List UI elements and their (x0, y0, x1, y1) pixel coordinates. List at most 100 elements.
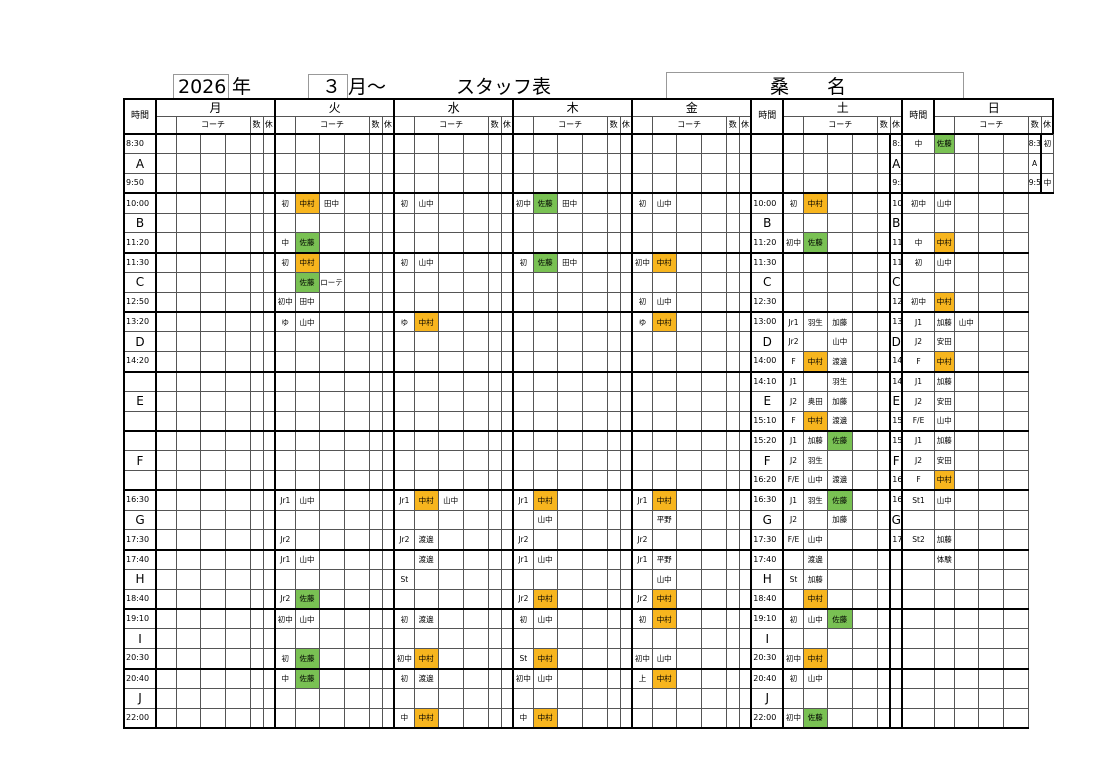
schedule-cell[interactable] (876, 212, 891, 234)
schedule-cell[interactable] (606, 212, 621, 234)
schedule-cell[interactable] (738, 588, 752, 611)
schedule-cell[interactable] (500, 569, 514, 590)
schedule-cell[interactable] (953, 192, 979, 214)
schedule-cell[interactable] (619, 272, 633, 293)
schedule-cell[interactable] (500, 311, 514, 333)
schedule-cell[interactable] (437, 410, 464, 432)
schedule-cell[interactable] (953, 588, 979, 611)
schedule-cell[interactable] (368, 608, 383, 630)
schedule-cell[interactable]: 山中 (802, 608, 828, 630)
schedule-cell[interactable] (725, 212, 740, 234)
schedule-cell[interactable]: 中村 (532, 588, 558, 611)
schedule-cell[interactable] (368, 529, 383, 551)
schedule-cell[interactable] (619, 311, 633, 333)
schedule-cell[interactable] (700, 331, 727, 353)
schedule-cell[interactable] (487, 410, 502, 432)
schedule-cell[interactable] (294, 153, 320, 175)
schedule-cell[interactable] (343, 707, 370, 729)
schedule-cell[interactable] (224, 351, 251, 373)
schedule-cell[interactable] (175, 371, 201, 392)
schedule-cell[interactable] (368, 133, 383, 155)
schedule-cell[interactable] (294, 707, 320, 729)
schedule-cell[interactable]: 初 (631, 608, 653, 630)
schedule-cell[interactable] (700, 133, 727, 155)
schedule-cell[interactable] (851, 450, 878, 472)
schedule-cell[interactable] (199, 410, 226, 432)
schedule-cell[interactable] (343, 509, 370, 531)
schedule-cell[interactable] (487, 371, 502, 392)
schedule-cell[interactable] (224, 450, 251, 472)
schedule-cell[interactable] (413, 232, 439, 254)
schedule-cell[interactable] (675, 252, 702, 274)
schedule-cell[interactable] (274, 212, 296, 234)
schedule-cell[interactable] (462, 232, 489, 254)
schedule-cell[interactable] (725, 192, 740, 214)
schedule-cell[interactable]: 佐藤 (294, 668, 320, 689)
schedule-cell[interactable] (487, 687, 502, 709)
schedule-cell[interactable] (155, 351, 177, 373)
schedule-cell[interactable] (675, 509, 702, 531)
schedule-cell[interactable]: 初中 (274, 608, 296, 630)
schedule-cell[interactable] (782, 133, 804, 155)
schedule-cell[interactable] (953, 648, 979, 670)
schedule-cell[interactable]: F/E (782, 470, 804, 492)
schedule-cell[interactable] (738, 707, 752, 729)
schedule-cell[interactable] (953, 668, 979, 689)
schedule-cell[interactable] (619, 588, 633, 611)
schedule-cell[interactable] (619, 509, 633, 531)
schedule-cell[interactable]: 中 (274, 668, 296, 689)
schedule-cell[interactable] (224, 291, 251, 314)
schedule-cell[interactable] (876, 410, 891, 432)
schedule-cell[interactable] (224, 133, 251, 155)
schedule-cell[interactable]: 加藤 (933, 371, 955, 392)
schedule-cell[interactable] (462, 707, 489, 729)
schedule-cell[interactable] (393, 470, 415, 492)
schedule-cell[interactable] (462, 371, 489, 392)
schedule-cell[interactable] (512, 173, 534, 195)
schedule-cell[interactable] (318, 291, 345, 314)
schedule-cell[interactable] (606, 569, 621, 590)
schedule-cell[interactable] (606, 410, 621, 432)
schedule-cell[interactable] (199, 588, 226, 611)
schedule-cell[interactable] (556, 212, 583, 234)
schedule-cell[interactable] (437, 628, 464, 650)
schedule-cell[interactable] (175, 628, 201, 650)
schedule-cell[interactable] (700, 489, 727, 511)
schedule-cell[interactable] (1002, 272, 1029, 293)
schedule-cell[interactable] (532, 311, 558, 333)
schedule-cell[interactable] (725, 371, 740, 392)
schedule-cell[interactable] (933, 707, 955, 729)
schedule-cell[interactable] (631, 410, 653, 432)
schedule-cell[interactable] (274, 351, 296, 373)
schedule-cell[interactable] (675, 153, 702, 175)
schedule-cell[interactable] (274, 371, 296, 392)
schedule-cell[interactable] (343, 529, 370, 551)
schedule-cell[interactable] (199, 371, 226, 392)
schedule-cell[interactable] (651, 707, 677, 729)
schedule-cell[interactable] (500, 608, 514, 630)
schedule-cell[interactable] (249, 588, 264, 611)
schedule-cell[interactable]: 渡邊 (413, 668, 439, 689)
schedule-cell[interactable]: Jr2 (631, 529, 653, 551)
schedule-cell[interactable] (413, 628, 439, 650)
schedule-cell[interactable]: 佐藤 (294, 272, 320, 293)
schedule-cell[interactable] (381, 489, 395, 511)
schedule-cell[interactable] (249, 173, 264, 195)
schedule-cell[interactable] (876, 291, 891, 314)
schedule-cell[interactable] (738, 687, 752, 709)
schedule-cell[interactable] (933, 648, 955, 670)
schedule-cell[interactable] (155, 331, 177, 353)
schedule-cell[interactable] (851, 371, 878, 392)
schedule-cell[interactable] (512, 410, 534, 432)
schedule-cell[interactable]: J1 (782, 371, 804, 392)
schedule-cell[interactable] (512, 311, 534, 333)
schedule-cell[interactable] (175, 133, 201, 155)
schedule-cell[interactable] (631, 707, 653, 729)
schedule-cell[interactable] (631, 628, 653, 650)
schedule-cell[interactable] (851, 588, 878, 611)
schedule-cell[interactable] (343, 668, 370, 689)
schedule-cell[interactable] (802, 252, 828, 274)
schedule-cell[interactable]: Jr2 (512, 588, 534, 611)
schedule-cell[interactable] (851, 430, 878, 452)
schedule-cell[interactable] (249, 509, 264, 531)
